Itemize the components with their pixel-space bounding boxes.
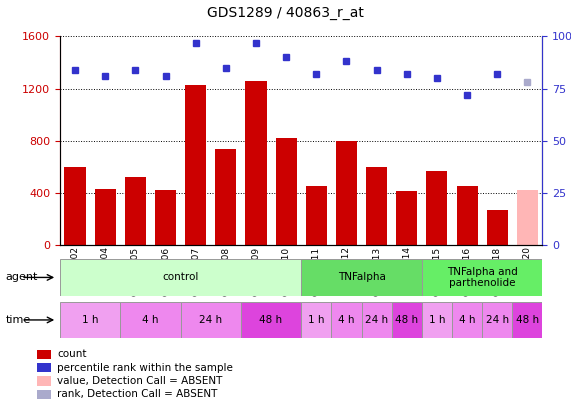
Bar [366, 167, 387, 245]
Text: TNFalpha and
parthenolide: TNFalpha and parthenolide [447, 266, 517, 288]
Text: 4 h: 4 h [338, 315, 355, 325]
Text: 24 h: 24 h [486, 315, 509, 325]
Text: 24 h: 24 h [365, 315, 388, 325]
Bar [125, 177, 146, 245]
Bar [422, 302, 452, 338]
Bar [65, 167, 86, 245]
Bar [60, 259, 301, 296]
Bar [336, 141, 357, 245]
Bar [180, 302, 241, 338]
Bar [301, 302, 331, 338]
Text: 4 h: 4 h [459, 315, 475, 325]
Bar [241, 302, 301, 338]
Bar [452, 302, 482, 338]
Text: time: time [6, 315, 31, 325]
Bar [482, 302, 512, 338]
Bar [215, 149, 236, 245]
Bar [361, 302, 392, 338]
Bar [155, 190, 176, 245]
Bar [396, 191, 417, 245]
Bar [392, 302, 422, 338]
Text: 4 h: 4 h [142, 315, 159, 325]
Bar [276, 138, 297, 245]
Bar [331, 302, 361, 338]
Bar [456, 186, 477, 245]
Text: value, Detection Call = ABSENT: value, Detection Call = ABSENT [57, 376, 223, 386]
Text: rank, Detection Call = ABSENT: rank, Detection Call = ABSENT [57, 389, 218, 399]
Bar [301, 259, 422, 296]
Text: 24 h: 24 h [199, 315, 222, 325]
Bar [120, 302, 180, 338]
Text: 48 h: 48 h [395, 315, 419, 325]
Text: count: count [57, 349, 87, 359]
Bar [95, 189, 116, 245]
Bar [185, 85, 206, 245]
Text: 1 h: 1 h [308, 315, 324, 325]
Text: percentile rank within the sample: percentile rank within the sample [57, 362, 233, 373]
Text: 1 h: 1 h [82, 315, 98, 325]
Bar [517, 190, 538, 245]
Text: 1 h: 1 h [429, 315, 445, 325]
Bar [305, 186, 327, 245]
Bar [512, 302, 542, 338]
Text: TNFalpha: TNFalpha [337, 273, 385, 282]
Text: agent: agent [6, 273, 38, 282]
Bar [486, 210, 508, 245]
Bar [427, 171, 448, 245]
Text: control: control [162, 273, 199, 282]
Bar [246, 81, 267, 245]
Bar [422, 259, 542, 296]
Text: 48 h: 48 h [516, 315, 539, 325]
Text: GDS1289 / 40863_r_at: GDS1289 / 40863_r_at [207, 6, 364, 20]
Text: 48 h: 48 h [259, 315, 283, 325]
Bar [60, 302, 120, 338]
